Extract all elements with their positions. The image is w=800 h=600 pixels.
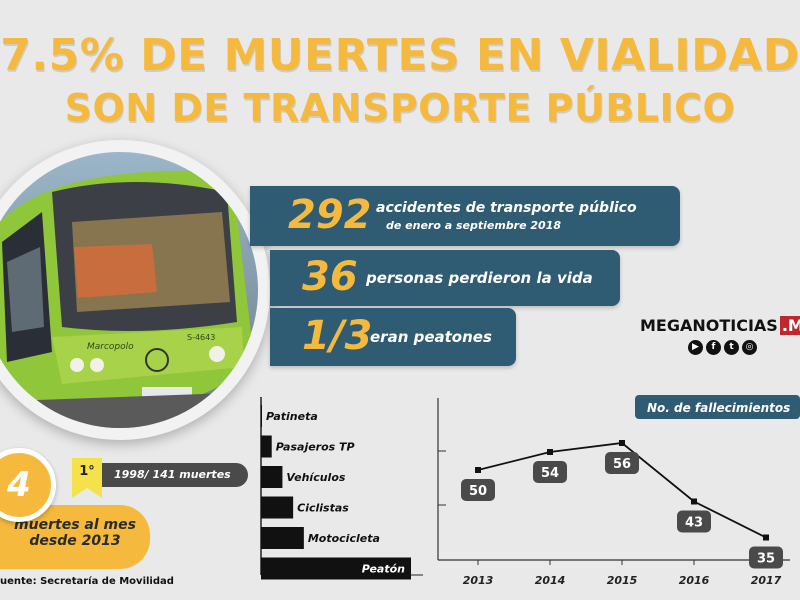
- data-label-bg: [677, 510, 711, 533]
- data-label-bg: [533, 461, 567, 483]
- bus-code-text: S-4643: [187, 333, 215, 342]
- data-label: 35: [757, 552, 775, 567]
- bar-label: Pasajeros TP: [276, 441, 355, 454]
- bar: [261, 496, 294, 519]
- facebook-icon[interactable]: f: [706, 340, 721, 355]
- x-tick-label: 2017: [751, 574, 782, 585]
- bar: [261, 435, 272, 458]
- monthly-line-2: desde 2013: [29, 533, 121, 549]
- bar: [261, 405, 262, 427]
- headline-line-2: SON DE TRANSPORTE PÚBLICO: [64, 86, 736, 130]
- line-title: No. de fallecimientos: [647, 401, 790, 415]
- monthly-line-1: muertes al mes: [14, 517, 136, 533]
- brand-name: MEGANOTICIAS: [640, 316, 778, 335]
- bar: [261, 527, 304, 549]
- brand-suffix: .MX: [779, 316, 800, 335]
- stat-number: 1/3: [302, 313, 373, 359]
- bar-label: Vehículos: [286, 471, 345, 484]
- bar-label: Peatón: [362, 563, 405, 576]
- line-point: [547, 449, 553, 455]
- stat-number: 36: [302, 254, 358, 300]
- source-note: uente: Secretaría de Movilidad: [0, 576, 174, 587]
- line-point: [691, 498, 697, 505]
- bar: [261, 557, 411, 580]
- data-label-bg: [749, 546, 783, 569]
- victims-bar-chart: Patineta Pasajeros TP Vehículos Ciclistas Mo…: [260, 397, 423, 580]
- data-label-bg: [605, 452, 639, 474]
- data-label: 54: [541, 466, 559, 481]
- line-point: [763, 534, 769, 541]
- bar-label: Motocicleta: [308, 532, 380, 545]
- bus-photo: Marcopolo S-4643: [0, 152, 258, 428]
- headline-line-1: 7.5% DE MUERTES EN VIALIDAD: [0, 30, 800, 81]
- bus-brand-text: Marcopolo: [87, 342, 134, 352]
- rank-ribbon: 1°: [72, 458, 102, 498]
- stat-text: eran peatones: [370, 328, 492, 346]
- stat-text: personas perdieron la vida: [366, 269, 593, 287]
- x-tick-label: 2015: [607, 574, 638, 585]
- x-tick-label: 2016: [679, 574, 710, 585]
- stat-number: 292: [288, 192, 372, 238]
- youtube-icon[interactable]: ▶: [688, 340, 703, 355]
- x-tick-label: 2014: [535, 574, 566, 585]
- record-text: 1998/ 141 muertes: [114, 468, 231, 481]
- instagram-icon[interactable]: ◎: [742, 340, 757, 355]
- line-title-bg: [635, 395, 800, 419]
- twitter-icon[interactable]: t: [724, 340, 739, 355]
- record-pill: 1998/ 141 muertes: [100, 463, 248, 487]
- data-label: 56: [613, 457, 631, 472]
- line-point: [475, 467, 481, 473]
- deaths-line-chart: No. de fallecimientos 50 2013 54 2014 56 2015 4…: [437, 395, 800, 585]
- x-tick-label: 2013: [463, 574, 494, 585]
- data-label-bg: [461, 479, 495, 501]
- social-links: ▶ f t ◎: [688, 340, 757, 355]
- stat-subtext: de enero a septiembre 2018: [386, 219, 562, 232]
- stat-text: accidentes de transporte público: [376, 200, 637, 216]
- stat-pedestrians: 1/3 eran peatones: [270, 308, 516, 366]
- stat-accidents: 292 accidentes de transporte público de …: [250, 186, 680, 246]
- line-point: [619, 440, 625, 446]
- data-label: 50: [469, 484, 487, 499]
- brand-logo[interactable]: MEGANOTICIAS.MX: [640, 316, 800, 335]
- bar-label: Patineta: [266, 410, 318, 423]
- stat-deaths: 36 personas perdieron la vida: [270, 250, 620, 306]
- data-label: 43: [685, 516, 703, 531]
- bar: [261, 466, 283, 488]
- bar-label: Ciclistas: [297, 502, 349, 515]
